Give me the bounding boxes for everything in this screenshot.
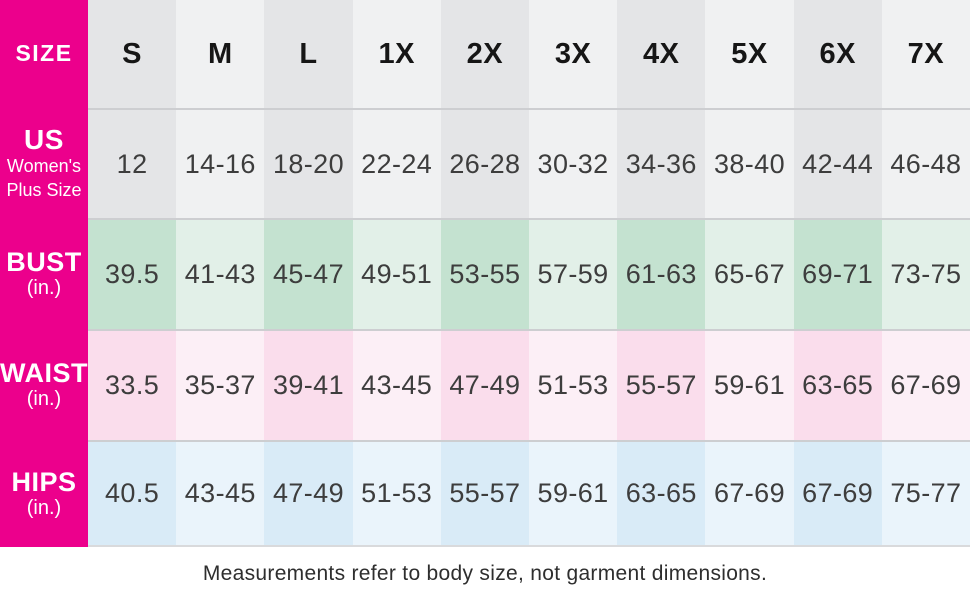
bust-cell: 53-55 xyxy=(440,218,529,329)
bust-cell: 65-67 xyxy=(705,218,794,329)
bust-cell: 73-75 xyxy=(881,218,970,329)
us-size-cell: 38-40 xyxy=(705,108,794,218)
waist-cell: 55-57 xyxy=(617,329,706,440)
hips-cell: 67-69 xyxy=(705,440,794,547)
us-size-cell: 12 xyxy=(88,108,177,218)
column-header-m: M xyxy=(176,0,265,108)
corner-size-text: SIZE xyxy=(15,40,73,67)
row-label-waist: WAIST (in.) xyxy=(0,329,88,440)
column-header-5x: 5X xyxy=(705,0,794,108)
waist-cell: 35-37 xyxy=(176,329,265,440)
size-chart-table: SIZE S M L 1X 2X 3X 4X 5X 6X 7X US Women… xyxy=(0,0,970,547)
us-size-cell: 18-20 xyxy=(264,108,353,218)
hips-cell: 67-69 xyxy=(793,440,882,547)
column-header-s: S xyxy=(88,0,177,108)
hips-cell: 63-65 xyxy=(617,440,706,547)
waist-cell: 47-49 xyxy=(440,329,529,440)
hips-cell: 55-57 xyxy=(440,440,529,547)
row-label-us-main: US xyxy=(24,123,64,155)
waist-cell: 43-45 xyxy=(352,329,441,440)
row-label-bust: BUST (in.) xyxy=(0,218,88,329)
bust-cell: 45-47 xyxy=(264,218,353,329)
hips-cell: 43-45 xyxy=(176,440,265,547)
hips-cell: 59-61 xyxy=(528,440,618,547)
row-label-bust-unit: (in.) xyxy=(26,277,62,300)
us-size-cell: 34-36 xyxy=(617,108,706,218)
us-size-cell: 14-16 xyxy=(176,108,265,218)
waist-cell: 33.5 xyxy=(88,329,177,440)
row-label-us-sub2: Plus Size xyxy=(6,179,82,200)
bust-cell: 39.5 xyxy=(88,218,177,329)
row-label-waist-unit: (in.) xyxy=(26,388,62,411)
bust-cell: 69-71 xyxy=(793,218,882,329)
us-size-cell: 30-32 xyxy=(528,108,618,218)
row-label-waist-main: WAIST xyxy=(0,358,88,389)
us-size-cell: 46-48 xyxy=(881,108,970,218)
hips-cell: 51-53 xyxy=(352,440,441,547)
bust-cell: 57-59 xyxy=(528,218,618,329)
hips-cell: 47-49 xyxy=(264,440,353,547)
us-size-cell: 22-24 xyxy=(352,108,441,218)
hips-cell: 40.5 xyxy=(88,440,177,547)
hips-cell: 75-77 xyxy=(881,440,970,547)
column-header-l: L xyxy=(264,0,353,108)
row-label-us: US Women's Plus Size xyxy=(0,108,88,218)
waist-cell: 51-53 xyxy=(528,329,618,440)
waist-cell: 63-65 xyxy=(793,329,882,440)
row-label-bust-main: BUST xyxy=(6,247,82,278)
row-label-hips: HIPS (in.) xyxy=(0,440,88,547)
waist-cell: 59-61 xyxy=(705,329,794,440)
waist-cell: 67-69 xyxy=(881,329,970,440)
bust-cell: 61-63 xyxy=(617,218,706,329)
bust-cell: 49-51 xyxy=(352,218,441,329)
footer-note: Measurements refer to body size, not gar… xyxy=(0,547,970,600)
row-label-hips-main: HIPS xyxy=(11,467,77,498)
row-label-hips-unit: (in.) xyxy=(26,497,62,520)
column-header-2x: 2X xyxy=(440,0,529,108)
column-header-7x: 7X xyxy=(881,0,970,108)
column-header-6x: 6X xyxy=(793,0,882,108)
waist-cell: 39-41 xyxy=(264,329,353,440)
column-header-1x: 1X xyxy=(352,0,441,108)
bust-cell: 41-43 xyxy=(176,218,265,329)
us-size-cell: 26-28 xyxy=(440,108,529,218)
row-label-us-sub1: Women's xyxy=(6,156,82,177)
column-header-4x: 4X xyxy=(617,0,706,108)
corner-size-label: SIZE xyxy=(0,0,88,108)
us-size-cell: 42-44 xyxy=(793,108,882,218)
column-header-3x: 3X xyxy=(528,0,618,108)
